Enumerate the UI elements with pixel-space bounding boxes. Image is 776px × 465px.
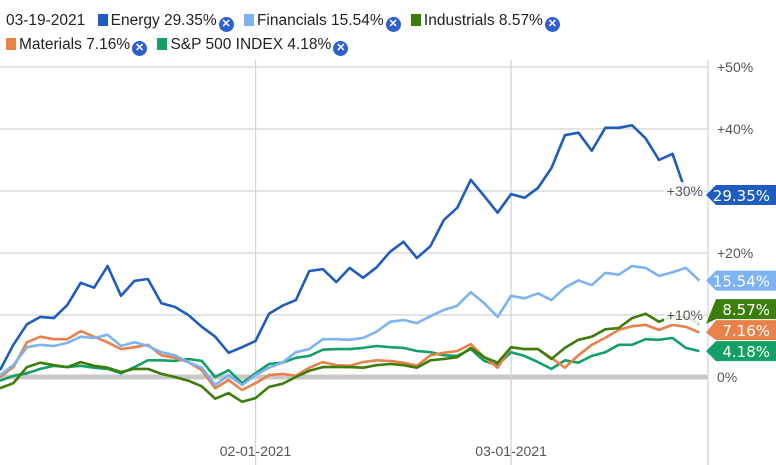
legend-item-sp500: S&P 500 INDEX 4.18% ✕ <box>157 33 349 57</box>
remove-series-icon[interactable]: ✕ <box>333 41 349 56</box>
y-tick-label: +50% <box>717 59 753 75</box>
legend-name: Financials <box>256 12 327 29</box>
tag-value: 8.57% <box>722 301 770 319</box>
end-value-tag: 7.16% <box>706 320 776 341</box>
remove-series-icon[interactable]: ✕ <box>385 17 401 32</box>
swatch-icon <box>410 14 421 26</box>
tag-background <box>706 341 776 362</box>
end-value-tag: 15.54% <box>706 270 776 291</box>
legend-value: 15.54% <box>331 12 384 29</box>
legend-value: 8.57% <box>498 12 543 29</box>
swatch-icon <box>157 38 168 50</box>
legend-value: 7.16% <box>86 36 131 53</box>
tag-value: 4.18% <box>722 343 770 361</box>
legend-value: 4.18% <box>287 36 332 53</box>
legend-date: 03-19-2021 <box>6 12 86 29</box>
legend-value: 29.35% <box>164 12 217 29</box>
x-tick-label: 03-01-2021 <box>475 443 547 459</box>
y-tick-label: 0% <box>717 369 737 385</box>
y-tick-label: +10% <box>667 307 703 323</box>
end-value-tag: 4.18% <box>706 341 776 362</box>
remove-series-icon[interactable]: ✕ <box>132 41 148 56</box>
series-line-industrials <box>0 312 700 404</box>
legend-row-2: Materials 7.16% ✕ S&P 500 INDEX 4.18% ✕ <box>6 33 706 57</box>
end-value-tag: 29.35% <box>706 185 776 206</box>
tag-value: 7.16% <box>722 322 770 340</box>
series-line-financials <box>0 264 701 387</box>
tick-label-backdrop <box>664 306 704 324</box>
remove-series-icon[interactable]: ✕ <box>544 17 560 32</box>
series-line-energy <box>0 124 700 371</box>
legend-name: S&P 500 INDEX <box>170 36 284 53</box>
legend-item-materials: Materials 7.16% ✕ <box>6 33 148 57</box>
y-tick-label: +30% <box>667 183 703 199</box>
legend-name: Materials <box>19 36 82 53</box>
y-tick-label: +40% <box>717 121 753 137</box>
legend-item-financials: Financials 15.54% ✕ <box>243 9 401 33</box>
chart-legend: 03-19-2021 Energy 29.35% ✕ Financials 15.… <box>6 9 706 57</box>
tag-value: 29.35% <box>713 187 770 205</box>
remove-series-icon[interactable]: ✕ <box>218 17 234 32</box>
y-tick-label: +20% <box>717 245 753 261</box>
x-tick-label: 02-01-2021 <box>220 443 292 459</box>
swatch-icon <box>6 38 16 50</box>
series-line-materials <box>0 323 700 392</box>
swatch-icon <box>243 14 254 26</box>
end-value-tag: 8.57% <box>706 299 776 324</box>
tag-background <box>706 299 776 324</box>
tag-background <box>706 185 776 206</box>
legend-item-industrials: Industrials 8.57% ✕ <box>410 9 560 33</box>
legend-name: Energy <box>110 12 160 29</box>
tag-background <box>706 320 776 341</box>
legend-name: Industrials <box>423 12 495 29</box>
legend-row-1: 03-19-2021 Energy 29.35% ✕ Financials 15.… <box>6 9 706 33</box>
tick-label-backdrop <box>664 182 704 200</box>
tag-background <box>706 270 776 291</box>
tag-value: 15.54% <box>713 273 770 291</box>
legend-item-energy: Energy 29.35% ✕ <box>97 9 234 33</box>
swatch-icon <box>97 14 108 26</box>
